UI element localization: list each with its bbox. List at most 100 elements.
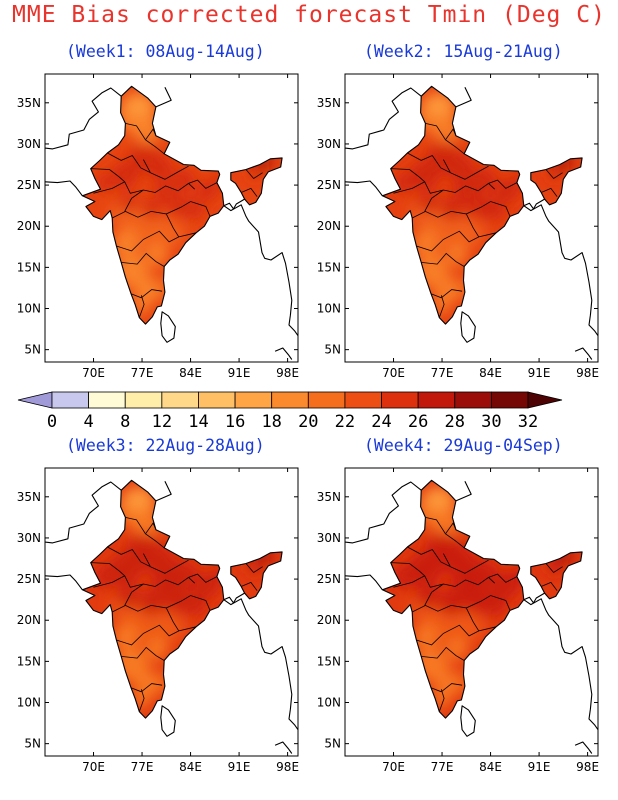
lat-tick-label: 15N [317,260,341,274]
lat-tick-label: 25N [17,178,41,192]
lon-tick-label: 77E [431,366,454,380]
state-boundaries [90,517,263,712]
lon-tick-label: 77E [431,760,454,774]
coastline [345,479,598,754]
lat-tick-label: 5N [324,737,341,751]
lat-tick-label: 20N [317,613,341,627]
lon-tick-label: 84E [179,760,202,774]
colorbar-label: 32 [518,412,538,432]
lat-tick-label: 10N [17,302,41,316]
colorbar-label: 20 [298,412,318,432]
tmin-field [82,480,283,719]
state-boundaries [390,123,563,318]
lat-tick-label: 35N [17,490,41,504]
colorbar-swatch [88,391,126,409]
colorbar-swatch [454,391,492,409]
state-boundaries [90,123,263,318]
colorbar-swatch [234,391,273,409]
map-frame [344,467,599,757]
colorbar-label: 28 [445,412,465,432]
lat-tick-label: 20N [17,613,41,627]
colorbar-low-triangle [17,391,53,409]
colorbar-swatch [381,391,419,409]
lat-tick-label: 35N [317,96,341,110]
colorbar: 0 4 8 12 14 16 18 20 22 24 26 28 30 32 [0,384,618,434]
map-panel-week2: 70E 77E 84E 91E 98E 35N 30N 25N 20N 15N 10N 5N [300,66,604,382]
lon-tick-label: 84E [479,366,502,380]
colorbar-high-triangle [527,391,563,409]
colorbar-label: 22 [335,412,355,432]
colorbar-label: 24 [371,412,391,432]
figure-title: MME Bias corrected forecast Tmin (Deg C) [12,2,606,28]
lat-tick-label: 25N [317,178,341,192]
colorbar-label: 30 [481,412,501,432]
map-frame [44,73,299,363]
map-panel-week4: 70E 77E 84E 91E 98E 35N 30N 25N 20N 15N 10N 5N [300,460,604,776]
colorbar-swatch [51,391,90,409]
state-boundaries [390,517,563,712]
lon-tick-label: 98E [576,366,599,380]
coastline [45,85,298,360]
panel-title-week2: (Week2: 15Aug-21Aug) [364,42,563,61]
colorbar-swatch [161,391,199,409]
map-panel-week3: 70E 77E 84E 91E 98E 35N 30N 25N 20N 15N 10N 5N [0,460,304,776]
lon-tick-label: 84E [479,760,502,774]
lon-tick-label: 91E [528,760,551,774]
colorbar-swatch [490,391,529,409]
lon-tick-label: 98E [276,760,299,774]
tmin-field [82,86,283,325]
lon-tick-label: 98E [576,760,599,774]
lat-tick-label: 10N [317,696,341,710]
colorbar-swatch [271,391,309,409]
lat-tick-label: 30N [17,531,41,545]
colorbar-swatch [198,391,236,409]
colorbar-label: 26 [408,412,428,432]
colorbar-label: 14 [188,412,208,432]
lat-tick-label: 15N [317,654,341,668]
colorbar-label: 18 [261,412,281,432]
lat-tick-label: 30N [317,137,341,151]
panel-title-week4: (Week4: 29Aug-04Sep) [364,436,563,455]
colorbar-swatch [417,391,456,409]
lat-tick-label: 15N [17,260,41,274]
colorbar-label: 12 [152,412,172,432]
lat-tick-label: 5N [324,343,341,357]
lat-tick-label: 25N [17,572,41,586]
lon-tick-label: 70E [382,760,405,774]
colorbar-swatch [124,391,163,409]
lon-tick-label: 91E [528,366,551,380]
panel-title-week3: (Week3: 22Aug-28Aug) [66,436,265,455]
lat-tick-label: 20N [17,219,41,233]
map-frame [44,467,299,757]
panel-title-week1: (Week1: 08Aug-14Aug) [66,42,265,61]
colorbar-label: 4 [83,412,93,432]
colorbar-label: 0 [47,412,57,432]
coastline [345,85,598,360]
lon-tick-label: 91E [228,760,251,774]
lat-tick-label: 20N [317,219,341,233]
lat-tick-label: 35N [317,490,341,504]
lat-tick-label: 10N [17,696,41,710]
lat-tick-label: 35N [17,96,41,110]
colorbar-swatch [344,391,382,409]
tmin-field [382,480,583,719]
lon-tick-label: 70E [82,760,105,774]
lat-tick-label: 25N [317,572,341,586]
map-panel-week1: 70E 77E 84E 91E 98E 35N 30N 25N 20N 15N 10N 5N [0,66,304,382]
lat-tick-label: 30N [17,137,41,151]
lon-tick-label: 84E [179,366,202,380]
map-frame [344,73,599,363]
lon-tick-label: 77E [131,366,154,380]
colorbar-label: 16 [225,412,245,432]
colorbar-swatch [307,391,346,409]
lon-tick-label: 91E [228,366,251,380]
lat-tick-label: 10N [317,302,341,316]
lon-tick-label: 98E [276,366,299,380]
coastline [45,479,298,754]
lon-tick-label: 77E [131,760,154,774]
lon-tick-label: 70E [82,366,105,380]
tmin-field [382,86,583,325]
lon-tick-label: 70E [382,366,405,380]
colorbar-label: 8 [120,412,130,432]
lat-tick-label: 5N [24,737,41,751]
